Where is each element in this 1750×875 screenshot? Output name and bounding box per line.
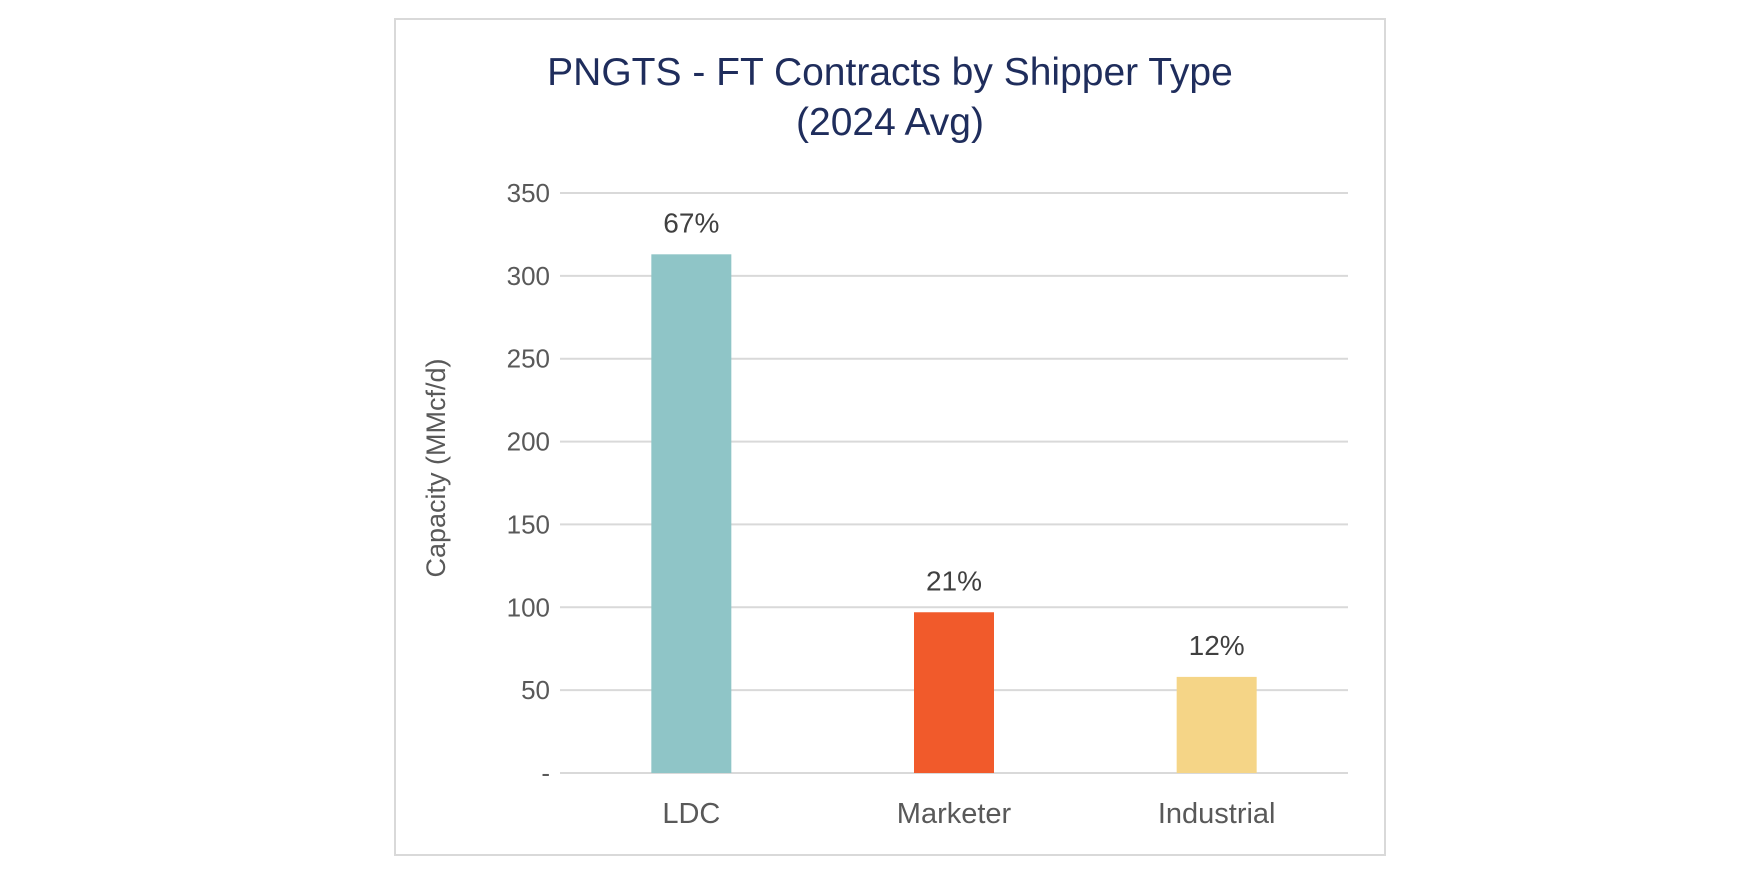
data-label-marketer: 21% bbox=[926, 565, 982, 596]
y-tick-label: 250 bbox=[507, 344, 550, 374]
x-category-label: Marketer bbox=[897, 798, 1012, 830]
y-tick-label: 200 bbox=[507, 427, 550, 457]
bar-ldc bbox=[651, 254, 732, 774]
x-axis-categories: LDC Marketer Industrial bbox=[662, 798, 1275, 830]
data-label-ldc: 67% bbox=[663, 207, 719, 238]
x-category-label: LDC bbox=[662, 798, 720, 830]
chart-title: PNGTS - FT Contracts by Shipper Type (20… bbox=[394, 48, 1386, 148]
y-axis-title: Capacity (MMcf/d) bbox=[421, 358, 451, 577]
y-tick-label: 300 bbox=[507, 261, 550, 291]
bars bbox=[651, 254, 1257, 774]
y-axis-ticks: - 50 100 150 200 250 300 350 bbox=[507, 178, 550, 788]
y-tick-label: 100 bbox=[507, 592, 550, 622]
y-tick-label: - bbox=[541, 758, 550, 788]
x-category-label: Industrial bbox=[1158, 798, 1276, 830]
y-tick-label: 50 bbox=[521, 675, 550, 705]
y-tick-label: 150 bbox=[507, 509, 550, 539]
data-label-industrial: 12% bbox=[1189, 630, 1245, 661]
y-tick-label: 350 bbox=[507, 178, 550, 208]
data-labels: 67% 21% 12% bbox=[663, 207, 1244, 661]
bar-marketer bbox=[914, 612, 994, 773]
chart-title-line-1: PNGTS - FT Contracts by Shipper Type bbox=[547, 51, 1233, 94]
chart-title-line-2: (2024 Avg) bbox=[796, 101, 984, 144]
bar-industrial bbox=[1176, 676, 1257, 773]
